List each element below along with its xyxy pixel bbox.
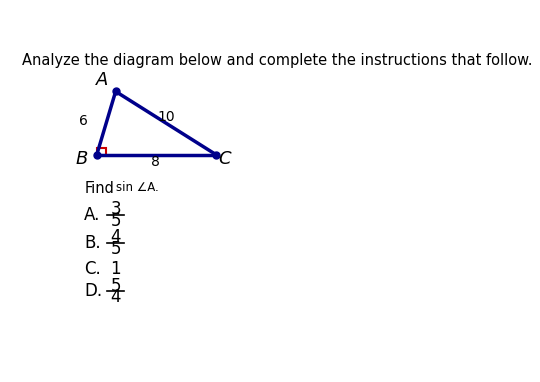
Text: B.: B.: [84, 234, 101, 252]
Text: 6: 6: [79, 114, 88, 128]
Text: 10: 10: [157, 110, 174, 124]
Text: A.: A.: [84, 206, 100, 224]
Text: C.: C.: [84, 261, 101, 278]
Text: Analyze the diagram below and complete the instructions that follow.: Analyze the diagram below and complete t…: [22, 53, 532, 68]
Text: A: A: [96, 71, 108, 89]
Text: 4: 4: [110, 228, 121, 246]
Text: 8: 8: [151, 155, 160, 169]
Text: 3: 3: [110, 200, 121, 218]
Text: sin ∠A.: sin ∠A.: [116, 181, 158, 194]
Text: D.: D.: [84, 282, 103, 301]
Text: 5: 5: [110, 240, 121, 258]
Text: C: C: [218, 150, 231, 168]
Text: 4: 4: [110, 288, 121, 306]
Text: 1: 1: [110, 261, 121, 278]
Text: 5: 5: [110, 277, 121, 295]
Text: Find: Find: [84, 181, 114, 196]
Text: B: B: [76, 150, 88, 168]
Text: 5: 5: [110, 212, 121, 230]
